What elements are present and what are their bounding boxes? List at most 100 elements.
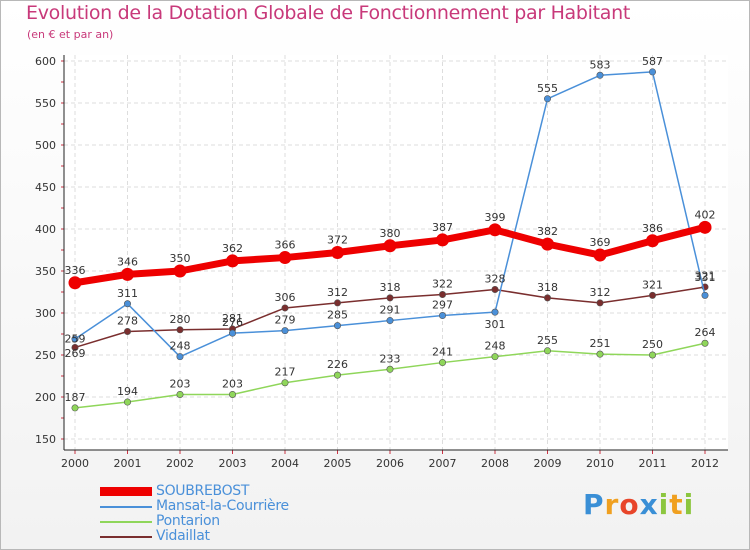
data-point bbox=[173, 264, 187, 278]
data-label: 555 bbox=[537, 82, 558, 95]
data-label: 279 bbox=[275, 314, 296, 327]
logo-letter: i bbox=[658, 488, 670, 521]
data-label: 312 bbox=[327, 286, 348, 299]
data-point bbox=[438, 291, 446, 299]
data-label: 297 bbox=[432, 299, 453, 312]
y-tick-label: 250 bbox=[35, 349, 56, 362]
data-label: 280 bbox=[170, 313, 191, 326]
y-tick-label: 600 bbox=[35, 55, 56, 68]
data-label: 264 bbox=[695, 326, 716, 339]
data-point bbox=[386, 365, 394, 373]
legend-swatch bbox=[100, 521, 152, 523]
data-point bbox=[543, 95, 551, 103]
data-label: 285 bbox=[327, 309, 348, 322]
data-label: 301 bbox=[485, 318, 506, 331]
data-label: 312 bbox=[590, 286, 611, 299]
y-tick-label: 350 bbox=[35, 265, 56, 278]
x-tick-label: 2006 bbox=[376, 457, 404, 470]
data-point bbox=[701, 339, 709, 347]
data-point bbox=[488, 223, 502, 237]
data-label: 380 bbox=[380, 227, 401, 240]
data-label: 276 bbox=[222, 316, 243, 329]
data-point bbox=[333, 299, 341, 307]
data-label: 366 bbox=[275, 239, 296, 252]
data-point bbox=[226, 254, 239, 268]
data-point bbox=[438, 312, 446, 320]
data-label: 318 bbox=[537, 281, 558, 294]
x-tick-label: 2000 bbox=[61, 457, 89, 470]
data-point bbox=[124, 398, 132, 406]
data-point bbox=[176, 390, 184, 398]
x-tick-label: 2007 bbox=[429, 457, 457, 470]
y-tick-label: 550 bbox=[35, 97, 56, 110]
logo-letter: P bbox=[583, 488, 605, 521]
data-label: 587 bbox=[642, 55, 663, 68]
x-tick-label: 2003 bbox=[219, 457, 247, 470]
data-label: 331 bbox=[695, 271, 716, 284]
chart-subtitle: (en € et par an) bbox=[27, 28, 114, 41]
data-label: 203 bbox=[170, 377, 191, 390]
legend-swatch bbox=[100, 506, 152, 508]
data-label: 306 bbox=[275, 291, 296, 304]
data-label: 248 bbox=[485, 340, 506, 353]
data-label: 269 bbox=[65, 347, 86, 360]
data-point bbox=[541, 237, 554, 251]
data-label: 217 bbox=[275, 366, 296, 379]
data-point bbox=[648, 291, 656, 299]
data-label: 321 bbox=[695, 269, 716, 282]
data-point bbox=[176, 353, 184, 361]
data-label: 194 bbox=[117, 385, 138, 398]
y-tick-label: 200 bbox=[35, 391, 56, 404]
data-point bbox=[491, 285, 499, 293]
data-label: 241 bbox=[432, 346, 453, 359]
data-point bbox=[333, 371, 341, 379]
data-label: 372 bbox=[327, 234, 348, 247]
data-label: 369 bbox=[590, 236, 611, 249]
logo-letter: x bbox=[639, 488, 659, 521]
data-label: 250 bbox=[642, 338, 663, 351]
data-point bbox=[701, 291, 709, 299]
data-point bbox=[648, 68, 656, 76]
logo-letter: o bbox=[619, 488, 640, 521]
data-label: 318 bbox=[380, 281, 401, 294]
data-point bbox=[386, 317, 394, 325]
data-label: 336 bbox=[65, 264, 86, 277]
data-label: 583 bbox=[590, 58, 611, 71]
data-label: 311 bbox=[117, 287, 138, 300]
data-label: 362 bbox=[222, 242, 243, 255]
data-point bbox=[71, 404, 79, 412]
data-point bbox=[436, 233, 449, 247]
x-tick-label: 2009 bbox=[534, 457, 562, 470]
data-point bbox=[438, 359, 446, 367]
data-label: 291 bbox=[380, 304, 401, 317]
data-label: 281 bbox=[222, 312, 243, 325]
chart-title: Evolution de la Dotation Globale de Fonc… bbox=[26, 2, 631, 24]
y-tick-label: 500 bbox=[35, 139, 56, 152]
data-label: 402 bbox=[695, 208, 716, 221]
y-tick-label: 450 bbox=[35, 181, 56, 194]
data-point bbox=[646, 234, 659, 248]
data-point bbox=[596, 299, 604, 307]
legend-label: Vidaillat bbox=[156, 528, 210, 544]
logo-letter: i bbox=[683, 488, 695, 521]
data-point bbox=[68, 276, 82, 290]
x-tick-label: 2005 bbox=[324, 457, 352, 470]
data-label: 278 bbox=[117, 314, 138, 327]
data-label: 386 bbox=[642, 222, 663, 235]
data-point bbox=[593, 248, 607, 262]
data-point bbox=[229, 329, 237, 337]
data-label: 346 bbox=[117, 255, 138, 268]
data-point bbox=[121, 267, 134, 281]
x-tick-label: 2002 bbox=[166, 457, 194, 470]
data-label: 255 bbox=[537, 334, 558, 347]
x-tick-label: 2012 bbox=[691, 457, 719, 470]
data-point bbox=[698, 220, 712, 234]
x-tick-label: 2008 bbox=[481, 457, 509, 470]
x-tick-label: 2004 bbox=[271, 457, 299, 470]
legend-label: Mansat-la-Courrière bbox=[156, 498, 289, 514]
data-point bbox=[596, 71, 604, 79]
proxiti-logo: Proxiti bbox=[583, 488, 694, 521]
data-point bbox=[229, 390, 237, 398]
data-point bbox=[281, 327, 289, 335]
legend-swatch bbox=[100, 487, 152, 496]
